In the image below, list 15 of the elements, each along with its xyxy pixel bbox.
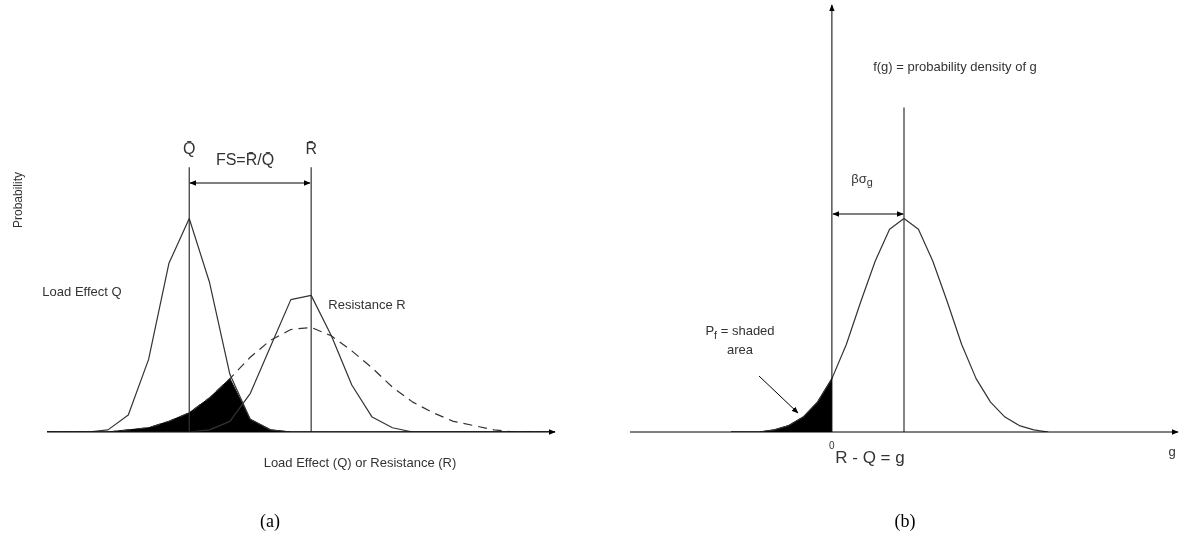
text: 0 xyxy=(829,440,835,452)
text: g xyxy=(1168,444,1176,460)
text: (a) xyxy=(260,511,280,533)
x-axis-title: R - Q = g xyxy=(835,447,905,469)
x-axis-title: Load Effect (Q) or Resistance (R) xyxy=(263,455,457,471)
text: Q̄ xyxy=(183,140,196,158)
y-axis-title: Probability xyxy=(11,171,25,229)
text: f(g) = probability density of g xyxy=(873,59,1037,75)
annotation: P$_{f}$ = shaded area xyxy=(704,322,776,358)
text: FS=R̄/Q̄ xyxy=(215,150,275,170)
series-label: Resistance R xyxy=(327,296,407,314)
text: βσ$_{g}$ xyxy=(851,170,873,190)
text: Load Effect Q xyxy=(42,283,122,301)
text: R̄ xyxy=(305,140,317,158)
text: (b) xyxy=(894,511,916,533)
